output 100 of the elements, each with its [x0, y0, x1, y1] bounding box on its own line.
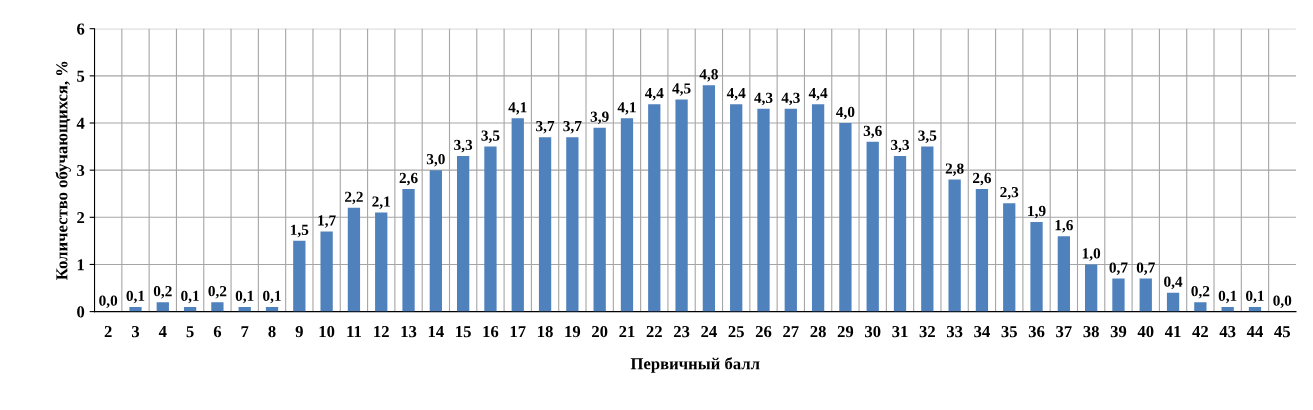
bar: [1030, 222, 1043, 312]
bar: [1003, 203, 1016, 312]
bar: [866, 141, 879, 312]
x-tick-label: 10: [319, 325, 335, 338]
bar: [1194, 302, 1207, 312]
x-tick-label: 31: [892, 326, 908, 338]
bar: [757, 108, 770, 312]
bar: [375, 212, 388, 312]
y-tick-label: 5: [77, 70, 85, 82]
x-tick-label: 19: [565, 326, 581, 338]
data-label: 0,0: [99, 295, 118, 308]
data-label: 4,5: [672, 83, 691, 96]
x-tick-label: 9: [295, 326, 303, 338]
x-tick-label: 13: [401, 326, 417, 338]
bar: [156, 302, 169, 312]
data-label: 0,1: [1218, 290, 1237, 304]
data-label: 3,3: [454, 139, 473, 153]
data-label: 0,2: [208, 285, 227, 299]
x-tick-label: 42: [1192, 326, 1208, 338]
bar: [948, 179, 961, 312]
x-tick-label: 17: [510, 326, 526, 338]
data-label: 3,5: [481, 130, 500, 143]
bar: [484, 146, 497, 312]
bar: [675, 99, 688, 312]
x-tick-label: 27: [783, 326, 799, 338]
bar: [1085, 264, 1098, 312]
bar: [566, 137, 579, 312]
data-label: 3,0: [426, 153, 445, 167]
x-tick-label: 28: [810, 325, 826, 338]
data-label: 0,1: [1246, 290, 1264, 304]
x-tick-label: 16: [483, 326, 499, 338]
data-label: 2,3: [1000, 187, 1019, 200]
x-tick-label: 41: [1164, 326, 1181, 338]
x-tick-label: 2: [104, 326, 112, 338]
x-tick-label: 26: [755, 326, 772, 338]
bar: [347, 207, 361, 312]
x-tick-label: 8: [268, 325, 276, 338]
x-tick-label: 34: [974, 326, 990, 338]
data-label: 4,8: [699, 69, 718, 82]
bar: [702, 85, 716, 312]
data-label: 3,7: [536, 121, 555, 134]
data-label: 4,4: [808, 88, 828, 101]
data-label: 2,6: [399, 172, 418, 186]
y-tick-label: 4: [76, 117, 85, 129]
bar: [648, 104, 661, 312]
data-label: 3,9: [590, 111, 609, 125]
data-label: 0,1: [235, 290, 254, 304]
bar: [975, 189, 989, 312]
x-tick-label: 44: [1246, 326, 1263, 338]
bar: [921, 146, 934, 312]
x-tick-label: 21: [619, 326, 635, 338]
y-tick-label: 6: [77, 23, 85, 35]
bar: [293, 240, 306, 312]
bar: [593, 127, 606, 312]
x-tick-label: 22: [646, 326, 662, 338]
data-label: 0,4: [1164, 276, 1183, 290]
y-axis-title: Количество обучающихся, %: [55, 61, 71, 280]
x-tick-label: 29: [837, 326, 854, 338]
bar: [784, 108, 797, 312]
bar: [320, 231, 333, 312]
x-tick-label: 30: [865, 325, 881, 338]
bar: [1139, 278, 1152, 312]
data-label: 3,5: [918, 130, 937, 143]
data-label: 4,4: [644, 88, 664, 101]
data-label: 4,1: [508, 102, 527, 115]
x-tick-label: 6: [213, 326, 222, 338]
bar: [730, 104, 743, 312]
x-tick-label: 39: [1110, 326, 1127, 338]
data-label: 3,3: [891, 139, 910, 153]
bar: [1057, 236, 1070, 312]
bar: [1166, 292, 1180, 312]
x-tick-label: 3: [131, 326, 140, 338]
x-tick-label: 43: [1219, 326, 1236, 338]
bar: [811, 104, 825, 312]
bar: [429, 170, 442, 312]
data-label: 1,7: [318, 215, 336, 228]
x-tick-label: 36: [1028, 326, 1045, 338]
x-tick-label: 38: [1083, 325, 1099, 338]
data-label: 2,8: [945, 163, 964, 176]
bar: [538, 137, 552, 312]
bar: [620, 118, 634, 312]
x-tick-label: 12: [374, 326, 389, 338]
data-label: 0,1: [126, 290, 145, 304]
bar: [129, 306, 142, 312]
x-tick-label: 20: [592, 325, 608, 338]
x-tick-label: 23: [673, 326, 690, 338]
data-label: 0,2: [153, 285, 172, 299]
data-label: 0,2: [1191, 285, 1210, 299]
data-label: 4,1: [617, 102, 636, 115]
x-tick-label: 4: [158, 326, 167, 338]
x-tick-label: 25: [728, 326, 744, 338]
x-tick-label: 24: [701, 326, 717, 338]
bar: [457, 156, 470, 312]
data-label: 4,4: [726, 88, 746, 101]
data-label: 1,5: [291, 224, 309, 238]
data-label: 1,6: [1055, 220, 1073, 233]
bar: [211, 302, 224, 312]
y-tick-label: 2: [77, 212, 85, 224]
data-label: 1,9: [1028, 205, 1046, 219]
data-label: 0,1: [181, 290, 199, 304]
